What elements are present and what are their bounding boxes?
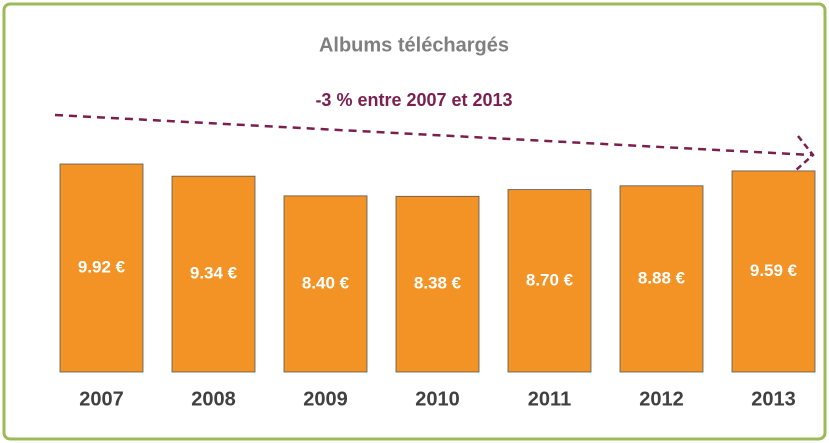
value-label: 9.34 €: [190, 264, 238, 283]
x-tick-label: 2010: [415, 388, 460, 410]
bar: [171, 175, 256, 373]
x-tick-label: 2007: [79, 388, 124, 410]
x-tick-label: 2013: [751, 388, 796, 410]
value-label: 8.40 €: [302, 273, 350, 292]
value-label: 9.59 €: [750, 261, 798, 280]
arrow-head: [795, 135, 815, 171]
bar: [395, 195, 480, 373]
value-label: 9.92 €: [78, 257, 126, 276]
value-label: 8.70 €: [526, 270, 574, 289]
bar: [731, 170, 816, 373]
x-tick-label: 2011: [528, 388, 571, 410]
annotation: -3 % entre 2007 et 2013: [315, 90, 512, 110]
x-tick-label: 2012: [639, 388, 684, 410]
value-label: 8.38 €: [414, 274, 462, 293]
bar: [507, 189, 592, 373]
bar: [283, 195, 368, 373]
trend-arrow: [54, 113, 813, 157]
x-tick-label: 2008: [191, 388, 236, 410]
bar: [619, 185, 704, 373]
value-label: 8.88 €: [638, 268, 686, 287]
chart-title: Albums téléchargés: [319, 34, 509, 56]
x-tick-label: 2009: [303, 388, 348, 410]
bar: [59, 163, 144, 373]
